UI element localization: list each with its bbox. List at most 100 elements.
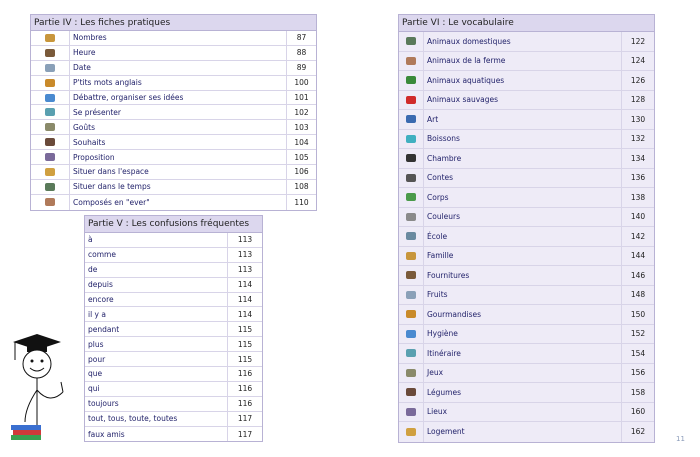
entry-page: 152 [622,324,654,343]
icon [45,78,55,87]
row-icon [31,194,70,210]
toc-row: Boissons 132 [399,129,654,149]
entry-label: Contes [424,168,622,187]
row-icon [399,363,424,382]
entry-label: P'tits mots anglais [70,75,287,90]
entry-page: 105 [287,150,316,165]
icon [406,56,416,65]
row-icon [399,422,424,442]
toc-row: Nombres 87 [31,31,316,46]
entry-label: pendant [85,322,228,337]
row-icon [399,149,424,168]
entry-page: 104 [287,135,316,150]
entry-page: 162 [622,422,654,442]
entry-page: 134 [622,149,654,168]
entry-page: 108 [287,179,316,194]
toc-row: encore 114 [85,292,262,308]
entry-label: qui [85,381,228,396]
icon [406,173,416,182]
icon [45,198,55,207]
entry-page: 114 [228,277,262,292]
toc-row: toujours 116 [85,396,262,412]
entry-label: Date [70,60,287,75]
icon [45,167,55,176]
row-icon [399,129,424,148]
row-icon [399,305,424,324]
entry-page: 138 [622,188,654,207]
entry-label: Animaux domestiques [424,32,622,51]
entry-page: 103 [287,120,316,135]
entry-page: 117 [228,411,262,426]
icon [406,193,416,202]
toc-row: Composés en "ever" 110 [31,194,316,210]
icon [406,115,416,124]
entry-page: 124 [622,51,654,70]
icon [45,48,55,57]
entry-label: comme [85,247,228,262]
entry-label: Goûts [70,120,287,135]
icon [45,182,55,191]
toc-row: Animaux domestiques 122 [399,32,654,52]
toc-table: Partie V : Les confusions fréquentes à 113… [84,215,263,443]
entry-page: 146 [622,266,654,285]
toc-row: Logement 162 [399,422,654,442]
toc-table: Partie IV : Les fiches pratiques Nombres 8… [30,14,317,211]
toc-row: Gourmandises 150 [399,305,654,325]
toc-row: Goûts 103 [31,120,316,136]
toc-row: Fournitures 146 [399,266,654,286]
toc-row: depuis 114 [85,277,262,293]
entry-page: 154 [622,344,654,363]
row-icon [399,32,424,51]
toc-row: Situer dans l'espace 106 [31,165,316,180]
row-icon [399,90,424,109]
table-header: Partie IV : Les fiches pratiques [31,15,316,31]
icon [406,37,416,46]
graduate-illustration [11,334,64,440]
toc-row: Lieux 160 [399,402,654,422]
toc-row: École 142 [399,227,654,247]
entry-page: 115 [228,337,262,352]
toc-row: Chambre 134 [399,149,654,169]
toc-row: Contes 136 [399,168,654,188]
toc-row: à 113 [85,233,262,248]
entry-label: Situer dans le temps [70,179,287,194]
toc-row: pendant 115 [85,322,262,338]
toc-row: plus 115 [85,337,262,353]
row-icon [31,165,70,179]
entry-label: Débattre, organiser ses idées [70,90,287,105]
row-icon [399,324,424,343]
entry-page: 100 [287,75,316,90]
entry-page: 116 [228,396,262,411]
icon [45,153,55,162]
toc-row: Proposition 105 [31,150,316,166]
toc-row: Légumes 158 [399,383,654,403]
entry-label: Boissons [424,129,622,148]
row-icon [399,188,424,207]
row-icon [399,207,424,226]
row-icon [399,344,424,363]
icon [406,212,416,221]
entry-page: 114 [228,307,262,322]
toc-row: Couleurs 140 [399,207,654,227]
entry-page: 102 [287,105,316,120]
icon [406,310,416,319]
entry-label: Jeux [424,363,622,382]
toc-row: Souhaits 104 [31,135,316,151]
entry-page: 101 [287,90,316,105]
row-icon [399,285,424,304]
entry-label: Famille [424,246,622,265]
entry-page: 130 [622,110,654,129]
toc-row: Famille 144 [399,246,654,266]
entry-page: 126 [622,71,654,90]
table-header: Partie VI : Le vocabulaire [399,15,654,32]
row-icon [399,383,424,402]
entry-label: Lieux [424,402,622,421]
icon [406,95,416,104]
toc-row: Corps 138 [399,188,654,208]
icon [406,154,416,163]
entry-label: Légumes [424,383,622,402]
row-icon [399,168,424,187]
toc-row: Jeux 156 [399,363,654,383]
toc-row: Hygiène 152 [399,324,654,344]
toc-row: que 116 [85,367,262,382]
